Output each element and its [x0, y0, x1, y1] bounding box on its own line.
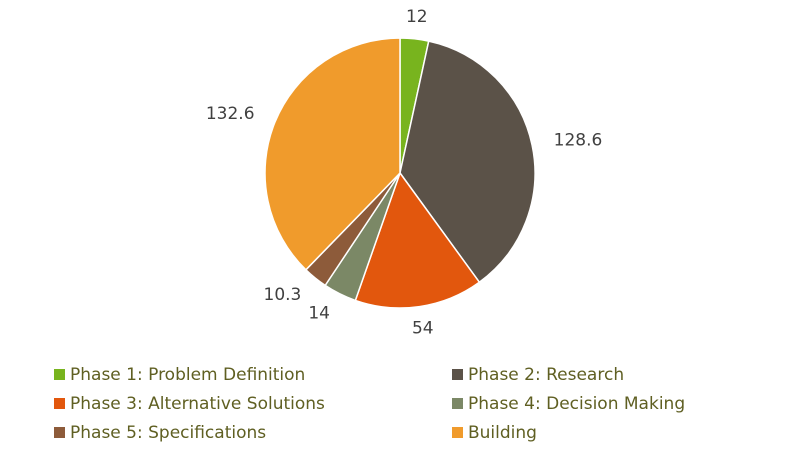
legend-marker	[452, 427, 463, 438]
data-label: 10.3	[264, 285, 302, 305]
legend-marker	[452, 369, 463, 380]
pie-slice	[264, 37, 401, 271]
legend-marker	[54, 398, 65, 409]
legend-text: Phase 5: Specifications	[70, 423, 266, 443]
legend-text: Phase 2: Research	[468, 365, 624, 385]
data-label: 12	[406, 7, 428, 27]
pie-slice	[354, 171, 481, 309]
legend-text: Phase 3: Alternative Solutions	[70, 394, 325, 414]
data-label: 128.6	[554, 131, 603, 151]
legend-marker	[54, 369, 65, 380]
legend-text: Phase 1: Problem Definition	[70, 365, 305, 385]
legend-marker	[54, 427, 65, 438]
data-label: 132.6	[206, 104, 255, 124]
legend-marker	[452, 398, 463, 409]
data-label: 14	[308, 304, 330, 324]
legend-text: Building	[468, 423, 537, 443]
pie-slice	[399, 40, 536, 284]
data-label: 54	[412, 318, 434, 338]
legend-text: Phase 4: Decision Making	[468, 394, 685, 414]
